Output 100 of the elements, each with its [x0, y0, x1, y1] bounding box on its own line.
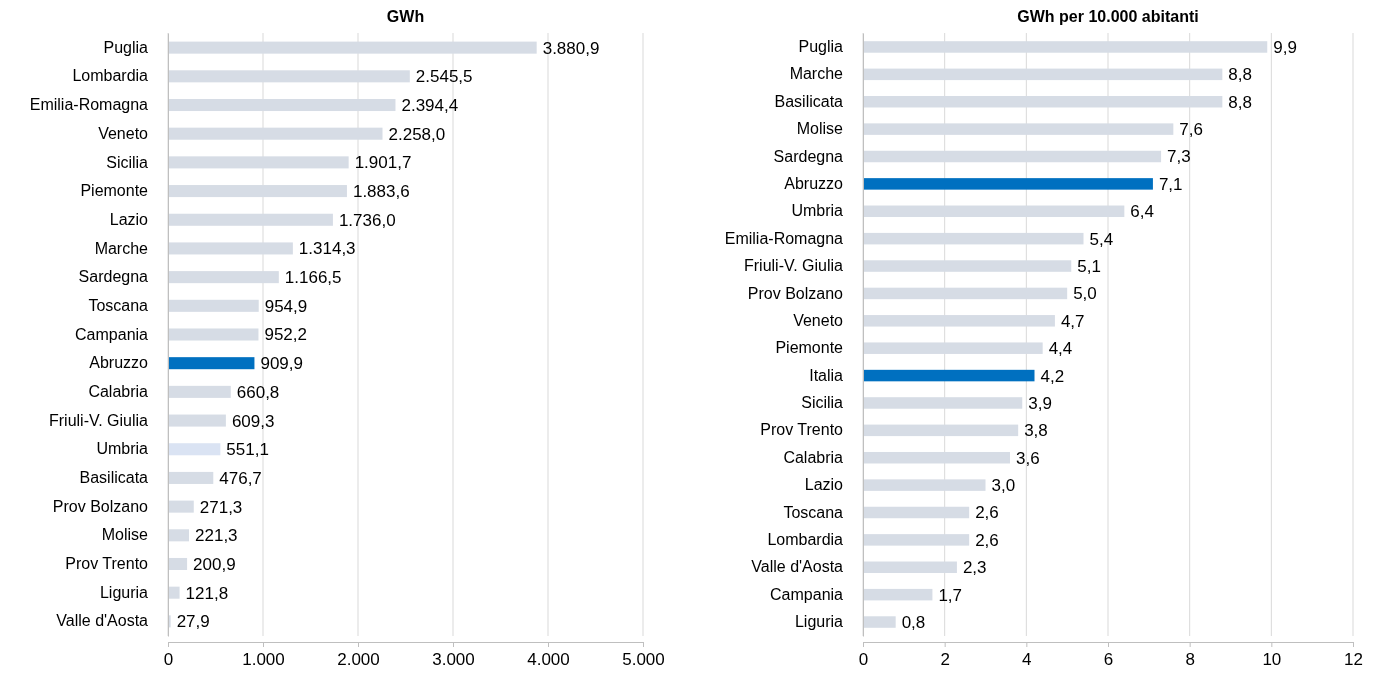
y-tick-label: Calabria: [88, 382, 149, 400]
bar: [168, 443, 221, 456]
bar: [168, 357, 255, 370]
x-tick-label: 3.000: [432, 650, 475, 670]
y-tick-label: Marche: [789, 65, 844, 83]
data-label: 6,4: [1130, 202, 1154, 222]
data-label: 200,9: [193, 554, 236, 574]
data-label: 3,0: [991, 476, 1016, 496]
data-label: 271,3: [199, 497, 243, 517]
x-tick-label: 0: [858, 650, 869, 670]
data-label: 4,7: [1060, 311, 1085, 331]
data-label: 8,8: [1228, 65, 1252, 85]
data-label: 121,8: [185, 583, 229, 603]
chart-title: GWh per 10.000 abitanti: [1017, 8, 1199, 25]
x-tick-label: 10: [1262, 650, 1282, 670]
data-label: 2,6: [975, 503, 999, 523]
y-tick-label: Italia: [809, 366, 844, 384]
x-tick-label: 4.000: [527, 650, 570, 670]
y-tick-label: Veneto: [793, 311, 844, 329]
x-tick-label: 5.000: [622, 650, 665, 670]
data-label: 2.394,4: [401, 95, 459, 115]
y-tick-label: Friuli-V. Giulia: [49, 411, 149, 429]
data-label: 2,6: [975, 530, 999, 550]
data-label: 5,4: [1089, 229, 1114, 249]
x-tick-label: 6: [1103, 650, 1114, 670]
data-label: 551,1: [226, 440, 269, 460]
y-tick-label: Valle d'Aosta: [751, 558, 844, 576]
data-label: 5,0: [1073, 284, 1097, 304]
data-label: 8,8: [1228, 92, 1252, 112]
data-label: 27,9: [176, 612, 210, 632]
y-tick-label: Piemonte: [80, 182, 149, 200]
x-tick-label: 0: [163, 650, 174, 670]
y-tick-label: Molise: [796, 120, 844, 138]
y-tick-label: Lazio: [804, 476, 844, 494]
y-tick-label: Friuli-V. Giulia: [744, 257, 844, 275]
y-tick-label: Valle d'Aosta: [56, 612, 149, 630]
y-tick-label: Basilicata: [79, 469, 149, 487]
y-tick-label: Sardegna: [78, 268, 149, 286]
y-tick-label: Calabria: [783, 448, 844, 466]
y-tick-label: Sicilia: [106, 153, 149, 171]
data-label: 7,6: [1179, 120, 1203, 140]
data-label: 3,6: [1016, 448, 1040, 468]
y-tick-label: Marche: [94, 239, 149, 257]
x-tick-label: 4: [1022, 650, 1032, 670]
y-tick-label: Veneto: [98, 124, 149, 142]
y-tick-label: Piemonte: [775, 339, 844, 357]
data-label: 2.258,0: [388, 124, 446, 144]
y-tick-label: Molise: [101, 526, 149, 544]
data-label: 4,2: [1040, 366, 1065, 386]
data-label: 3.880,9: [542, 38, 600, 58]
y-tick-label: Liguria: [794, 613, 844, 631]
y-tick-label: Emilia-Romagna: [29, 96, 149, 114]
data-label: 1.901,7: [354, 153, 412, 173]
y-tick-label: Umbria: [96, 440, 149, 458]
y-tick-label: Abruzzo: [784, 175, 844, 193]
data-label: 7,3: [1167, 147, 1191, 167]
y-tick-label: Emilia-Romagna: [724, 229, 844, 247]
data-label: 1.314,3: [298, 239, 356, 259]
data-label: 1.736,0: [338, 210, 396, 230]
data-label: 952,2: [264, 325, 308, 345]
data-label: 1.166,5: [284, 268, 342, 288]
data-label: 5,1: [1077, 256, 1101, 276]
bar: [863, 178, 1153, 190]
y-tick-label: Prov Trento: [760, 421, 844, 439]
data-label: 476,7: [219, 468, 262, 488]
data-label: 9,9: [1273, 37, 1297, 57]
x-tick-label: 2: [940, 650, 950, 670]
data-label: 1,7: [938, 585, 963, 605]
y-tick-label: Puglia: [798, 38, 844, 56]
y-tick-label: Campania: [770, 585, 844, 603]
x-tick-label: 12: [1344, 650, 1363, 670]
data-label: 1.883,6: [352, 182, 410, 202]
y-tick-label: Puglia: [103, 38, 149, 56]
y-tick-label: Abruzzo: [89, 354, 149, 372]
y-tick-label: Campania: [75, 325, 149, 343]
y-tick-label: Prov Trento: [65, 555, 149, 573]
data-label: 3,8: [1024, 421, 1048, 441]
data-label: 909,9: [260, 354, 303, 374]
data-label: 2.545,5: [415, 67, 473, 87]
y-tick-label: Lombardia: [767, 531, 844, 548]
data-label: 4,4: [1048, 339, 1073, 359]
y-tick-label: Umbria: [791, 202, 844, 220]
y-tick-label: Toscana: [783, 503, 844, 521]
y-tick-label: Lazio: [109, 210, 149, 228]
y-tick-label: Basilicata: [774, 92, 844, 110]
data-label: 0,8: [901, 612, 926, 632]
data-label: 2,3: [962, 558, 987, 578]
data-label: 609,3: [231, 411, 275, 431]
x-tick-label: 2.000: [337, 650, 380, 670]
data-label: 7,1: [1158, 174, 1183, 194]
y-tick-label: Lombardia: [72, 67, 149, 85]
chart-title: GWh: [386, 8, 425, 25]
data-label: 221,3: [195, 526, 238, 546]
y-tick-label: Sicilia: [801, 394, 844, 412]
y-tick-label: Prov Bolzano: [747, 284, 844, 302]
y-tick-label: Liguria: [99, 583, 149, 601]
data-label: 660,8: [236, 382, 280, 402]
y-tick-label: Toscana: [88, 296, 149, 314]
data-label: 3,9: [1028, 393, 1052, 413]
x-tick-label: 1.000: [242, 650, 285, 670]
